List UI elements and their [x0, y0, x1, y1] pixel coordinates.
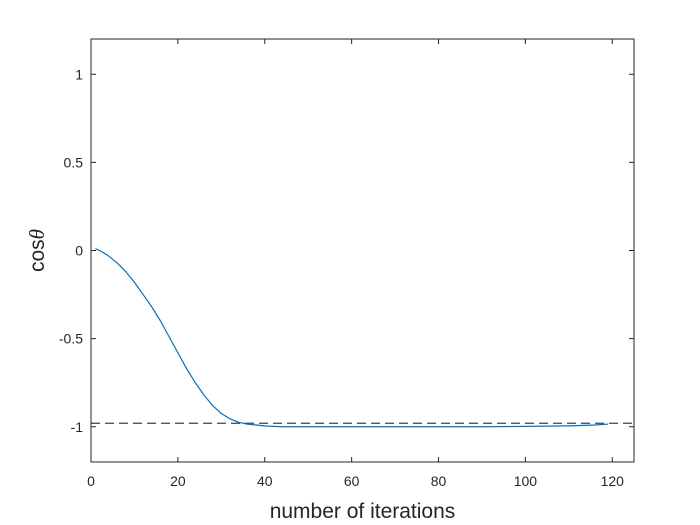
x-axis-label: number of iterations	[270, 500, 456, 523]
x-tick-label: 40	[257, 473, 273, 489]
x-tick-label: 60	[344, 473, 360, 489]
y-tick-label: -0.5	[59, 331, 83, 347]
x-tick-label: 120	[601, 473, 625, 489]
y-axis-label-symbol: θ	[25, 229, 49, 239]
x-tick-label: 20	[170, 473, 186, 489]
y-tick-label: -1	[71, 419, 84, 435]
y-tick-label: 1	[75, 66, 83, 82]
y-axis-label: cosθ	[25, 229, 49, 272]
y-tick-label: 0	[75, 243, 83, 259]
series-line	[95, 248, 608, 428]
y-axis-label-prefix: cos	[26, 239, 49, 272]
x-tick-label: 80	[431, 473, 447, 489]
x-tick-label: 100	[514, 473, 538, 489]
x-tick-label: 0	[87, 473, 95, 489]
y-tick-label: 0.5	[64, 154, 84, 170]
